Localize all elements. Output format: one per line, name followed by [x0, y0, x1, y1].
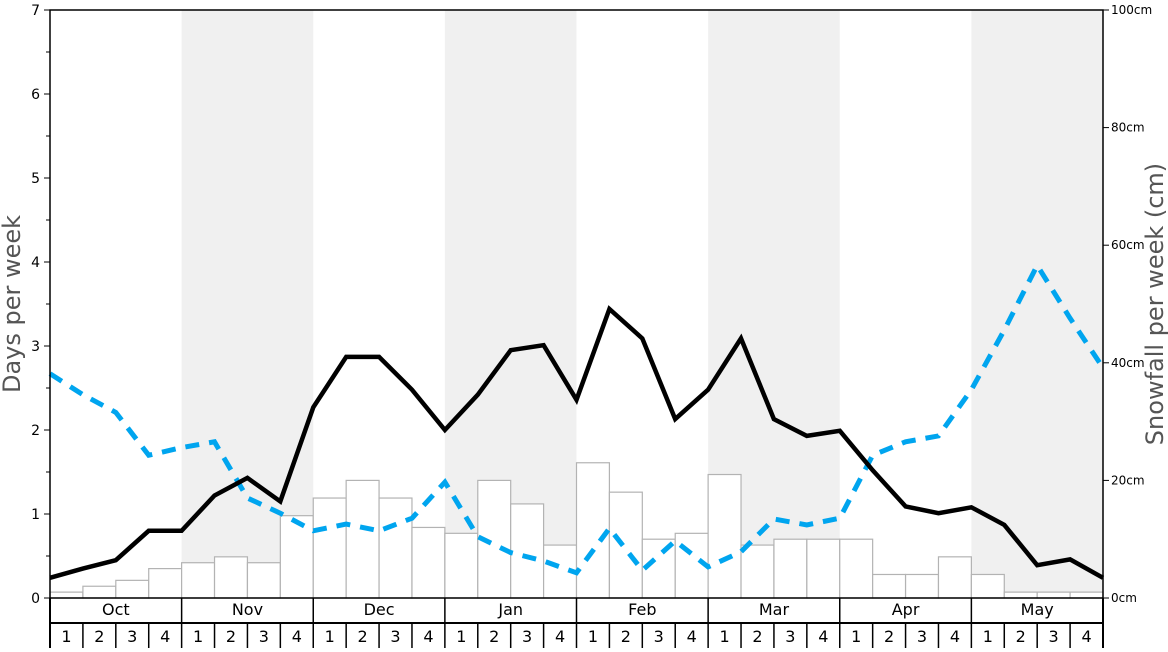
snowfall-bar [608, 491, 643, 599]
snowfall-bar [904, 573, 940, 599]
week-label: 3 [390, 627, 400, 646]
snowfall-bar [378, 497, 413, 599]
snowfall-bar [444, 532, 479, 599]
snowfall-bar [82, 585, 117, 599]
snowfall-bar [773, 538, 808, 599]
snowfall-bar [246, 562, 281, 599]
week-label: 4 [687, 627, 697, 646]
right-tick-label: 80cm [1111, 121, 1145, 135]
snowfall-bar [148, 567, 183, 599]
week-label: 2 [226, 627, 236, 646]
snowfall-bar [213, 556, 249, 599]
snowfall-bar [279, 515, 314, 599]
right-tick-label: 100cm [1111, 3, 1152, 17]
left-tick-label: 4 [31, 255, 40, 271]
left-tick-label: 3 [31, 339, 40, 355]
snowfall-bar [872, 573, 907, 599]
right-tick-label: 0cm [1111, 591, 1137, 605]
snowfall-bar [345, 479, 380, 599]
snowfall-bar [806, 538, 841, 599]
week-label: 1 [193, 627, 203, 646]
week-label: 4 [555, 627, 565, 646]
week-label: 2 [884, 627, 894, 646]
month-label: Apr [892, 600, 920, 619]
snowfall-bar [181, 562, 216, 599]
week-label: 4 [423, 627, 433, 646]
week-label: 1 [588, 627, 598, 646]
snowfall-bar [312, 497, 347, 599]
right-tick-label: 20cm [1111, 473, 1145, 487]
left-tick-label: 0 [31, 591, 40, 607]
week-label: 2 [358, 627, 368, 646]
week-label: 2 [752, 627, 762, 646]
week-label: 2 [1016, 627, 1026, 646]
snowfall-bar [707, 473, 742, 599]
snowfall-bar [1036, 591, 1071, 599]
week-label: 2 [621, 627, 631, 646]
snowfall-bar [740, 544, 775, 599]
week-label: 2 [489, 627, 499, 646]
left-axis-label: Days per week [0, 215, 26, 393]
month-label: Mar [759, 600, 790, 619]
week-label: 4 [292, 627, 302, 646]
week-label: 4 [818, 627, 828, 646]
week-label: 3 [522, 627, 532, 646]
month-label: Oct [102, 600, 130, 619]
snowfall-bar [575, 462, 611, 599]
snowfall-bar [115, 579, 150, 599]
left-tick-label: 1 [31, 507, 40, 523]
week-label: 1 [456, 627, 466, 646]
snowfall-bar [1069, 591, 1104, 599]
month-label: Nov [232, 600, 263, 619]
week-label: 4 [950, 627, 960, 646]
right-tick-label: 60cm [1111, 238, 1145, 252]
week-label: 3 [917, 627, 927, 646]
week-label: 3 [785, 627, 795, 646]
snowfall-bar [510, 503, 545, 599]
month-label: Feb [628, 600, 656, 619]
week-label: 1 [719, 627, 729, 646]
week-label: 1 [325, 627, 335, 646]
week-label: 3 [1049, 627, 1059, 646]
week-label: 1 [851, 627, 861, 646]
left-tick-label: 2 [31, 423, 40, 439]
week-label: 3 [127, 627, 137, 646]
week-label: 3 [259, 627, 269, 646]
snowfall-bar [411, 526, 446, 599]
left-tick-label: 6 [31, 87, 40, 103]
week-label: 3 [654, 627, 664, 646]
solid-series-line [49, 305, 1105, 580]
snowfall-bar [970, 573, 1005, 599]
right-tick-label: 40cm [1111, 356, 1145, 370]
week-label: 1 [61, 627, 71, 646]
week-label: 4 [160, 627, 170, 646]
snowfall-bar [49, 591, 84, 599]
right-axis-label: Snowfall per week (cm) [1141, 163, 1168, 445]
week-label: 4 [1081, 627, 1091, 646]
month-label: Jan [497, 600, 523, 619]
month-shade [971, 10, 1103, 598]
dashed-series-line [48, 260, 1106, 576]
month-label: Dec [364, 600, 395, 619]
snowfall-bar [937, 556, 972, 599]
left-tick-label: 5 [31, 171, 40, 187]
month-label: May [1021, 600, 1054, 619]
snowfall-bar [839, 538, 874, 599]
week-label: 1 [983, 627, 993, 646]
week-label: 2 [94, 627, 104, 646]
left-tick-label: 7 [31, 3, 40, 19]
snowfall-bar [1003, 591, 1038, 599]
month-shade [181, 10, 314, 598]
